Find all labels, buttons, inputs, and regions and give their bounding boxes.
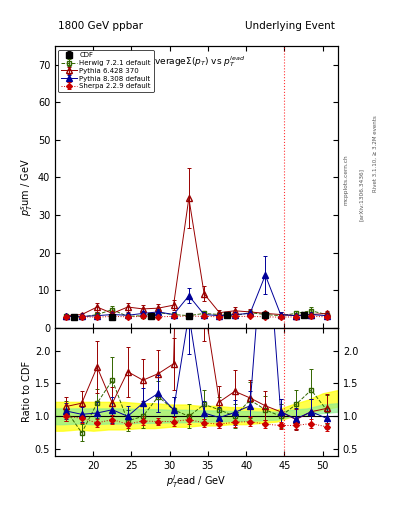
X-axis label: $p_T^l$ead / GeV: $p_T^l$ead / GeV [166, 473, 227, 490]
Text: Underlying Event: Underlying Event [245, 20, 335, 31]
Y-axis label: $p_T^s$um / GeV: $p_T^s$um / GeV [20, 158, 35, 216]
Legend: CDF, Herwig 7.2.1 default, Pythia 6.428 370, Pythia 8.308 default, Sherpa 2.2.9 : CDF, Herwig 7.2.1 default, Pythia 6.428 … [59, 50, 154, 92]
Text: Average$\Sigma(p_T)$ vs $p_T^{lead}$: Average$\Sigma(p_T)$ vs $p_T^{lead}$ [148, 55, 245, 70]
Text: [arXiv:1306.3436]: [arXiv:1306.3436] [359, 168, 364, 221]
Y-axis label: Ratio to CDF: Ratio to CDF [22, 361, 32, 422]
Text: Rivet 3.1.10, ≥ 3.2M events: Rivet 3.1.10, ≥ 3.2M events [373, 115, 378, 192]
Text: 1800 GeV ppbar: 1800 GeV ppbar [58, 20, 143, 31]
Text: mcpplots.cern.ch: mcpplots.cern.ch [343, 154, 348, 204]
